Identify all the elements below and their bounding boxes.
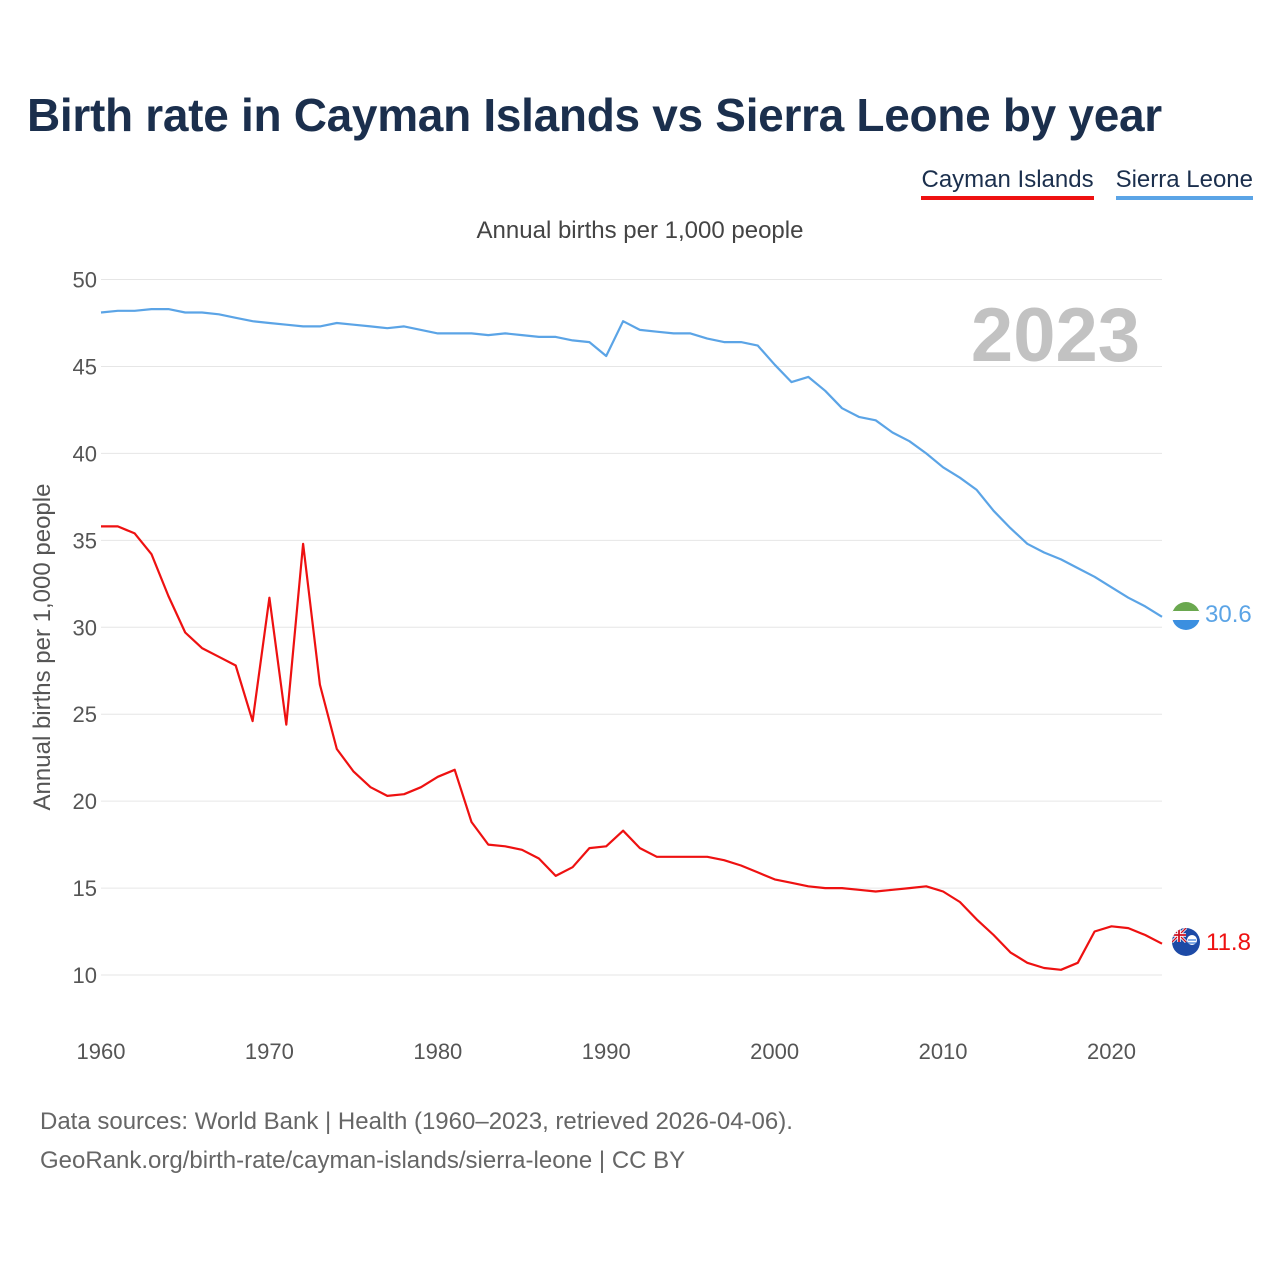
y-tick-label: 10	[73, 963, 97, 988]
y-tick-label: 35	[73, 528, 97, 553]
x-tick-label: 1980	[413, 1039, 462, 1064]
sierra-leone-end-label: 30.6	[1205, 601, 1252, 628]
x-tick-label: 1960	[77, 1039, 126, 1064]
y-tick-label: 45	[73, 354, 97, 379]
x-tick-label: 2010	[919, 1039, 968, 1064]
end-markers	[1172, 602, 1200, 956]
x-axis: 1960 1970 1980 1990 2000 2010 2020	[77, 1039, 1136, 1064]
cayman-islands-end-label: 11.8	[1206, 929, 1251, 956]
x-tick-label: 2000	[750, 1039, 799, 1064]
sierra-leone-line[interactable]	[100, 308, 1163, 618]
cayman-islands-line[interactable]	[101, 525, 1163, 971]
legend-sierra-leone[interactable]: Sierra Leone	[1115, 166, 1253, 200]
source-line-2[interactable]: GeoRank.org/birth-rate/cayman-islands/si…	[40, 1147, 686, 1174]
y-tick-label: 30	[73, 615, 97, 640]
x-tick-label: 2020	[1087, 1039, 1136, 1064]
grid	[101, 279, 1162, 976]
legend: Cayman Islands Sierra Leone	[921, 166, 1253, 200]
chart-title: Birth rate in Cayman Islands vs Sierra L…	[27, 89, 1162, 141]
legend-cayman-islands[interactable]: Cayman Islands	[921, 166, 1094, 200]
y-tick-label: 40	[73, 441, 97, 466]
y-tick-label: 20	[73, 789, 97, 814]
chart-subtitle: Annual births per 1,000 people	[476, 217, 804, 244]
y-axis-label: Annual births per 1,000 people	[29, 484, 56, 811]
cayman-islands-flag-icon	[1172, 928, 1200, 956]
series-lines	[100, 308, 1163, 971]
y-tick-label: 50	[73, 268, 97, 293]
x-tick-label: 1970	[245, 1039, 294, 1064]
y-tick-label: 15	[73, 876, 97, 901]
x-tick-label: 1990	[582, 1039, 631, 1064]
year-watermark: 2023	[971, 293, 1140, 378]
sierra-leone-flag-icon	[1172, 602, 1200, 630]
source-line-1: Data sources: World Bank | Health (1960–…	[40, 1108, 793, 1135]
y-tick-label: 25	[73, 702, 97, 727]
y-axis: 10 15 20 25 30 35 40 45 50	[73, 268, 97, 989]
